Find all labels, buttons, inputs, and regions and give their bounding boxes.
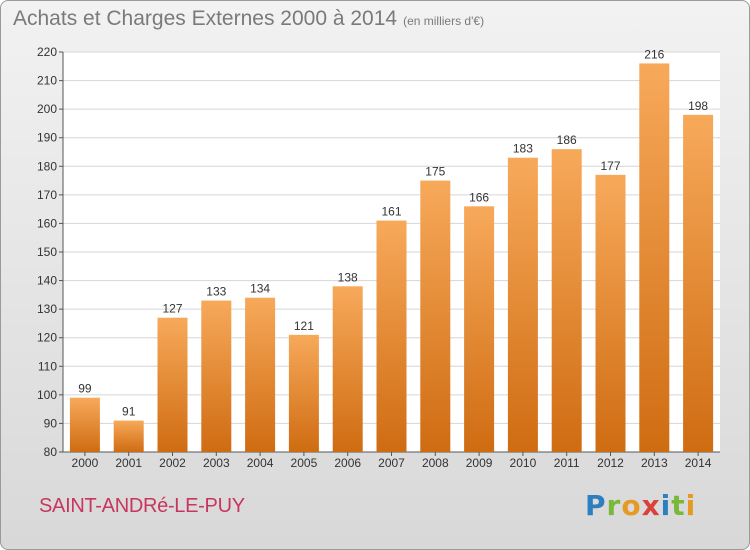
y-tick-label: 110 (38, 359, 57, 373)
x-tick-label: 2001 (115, 456, 142, 470)
y-tick-label: 130 (37, 302, 57, 316)
bar (595, 174, 626, 452)
bar (113, 420, 144, 452)
bar (288, 334, 319, 452)
bar (551, 149, 582, 452)
data-label: 166 (469, 190, 489, 204)
x-tick-label: 2007 (378, 456, 405, 470)
x-tick-label: 2012 (597, 456, 624, 470)
x-tick-label: 2009 (466, 456, 493, 470)
data-label: 127 (162, 302, 182, 316)
chart-subtitle: (en milliers d'€) (403, 14, 485, 28)
chart-title: Achats et Charges Externes 2000 à 2014 (e… (13, 7, 484, 31)
bar (507, 157, 538, 452)
y-tick-label: 180 (37, 159, 57, 173)
bar (683, 114, 714, 452)
data-label: 121 (294, 319, 314, 333)
x-tick-label: 2005 (291, 456, 318, 470)
data-label: 183 (513, 142, 533, 156)
y-tick-label: 210 (37, 74, 57, 88)
data-label: 198 (688, 99, 708, 113)
bar (157, 317, 188, 452)
y-tick-label: 140 (37, 274, 57, 288)
y-tick-label: 90 (44, 416, 58, 430)
data-label: 216 (644, 47, 664, 61)
y-tick-label: 80 (44, 445, 58, 459)
bar (464, 206, 495, 452)
bar (245, 297, 276, 452)
bar (639, 63, 670, 453)
y-tick-label: 220 (37, 45, 57, 59)
data-label: 177 (600, 159, 620, 173)
title-text: Achats et Charges Externes 2000 à 2014 (13, 7, 398, 30)
data-label: 134 (250, 282, 270, 296)
x-tick-label: 2010 (510, 456, 537, 470)
data-label: 161 (381, 205, 401, 219)
bar (376, 220, 407, 452)
data-label: 99 (78, 382, 92, 396)
y-tick-label: 200 (37, 102, 57, 116)
data-label: 138 (338, 270, 358, 284)
x-tick-label: 2000 (72, 456, 99, 470)
x-tick-label: 2004 (247, 456, 274, 470)
place-name: SAINT-ANDRé-LE-PUY (39, 495, 245, 517)
bar (69, 397, 100, 452)
y-tick-label: 160 (37, 216, 57, 230)
bar-chart: 80 90 100 110 120 130 140 150 160 170 180 190 200 210… (37, 45, 720, 470)
data-label: 175 (425, 165, 445, 179)
x-tick-label: 2008 (422, 456, 449, 470)
bar (201, 300, 232, 452)
y-tick-label: 190 (37, 131, 57, 145)
x-tick-label: 2003 (203, 456, 230, 470)
data-label: 186 (557, 133, 577, 147)
proxiti-logo: Proxiti (585, 489, 697, 522)
y-tick-label: 150 (37, 245, 57, 259)
x-tick-label: 2006 (334, 456, 361, 470)
x-tick-label: 2014 (685, 456, 712, 470)
x-tick-label: 2002 (159, 456, 186, 470)
y-tick-label: 120 (37, 331, 57, 345)
y-tick-label: 170 (37, 188, 57, 202)
data-label: 91 (122, 405, 136, 419)
x-tick-label: 2011 (554, 456, 580, 470)
bar (420, 180, 451, 453)
bar (332, 286, 363, 452)
data-label: 133 (206, 285, 226, 299)
x-tick-label: 2013 (641, 456, 668, 470)
y-tick-label: 100 (37, 388, 57, 402)
